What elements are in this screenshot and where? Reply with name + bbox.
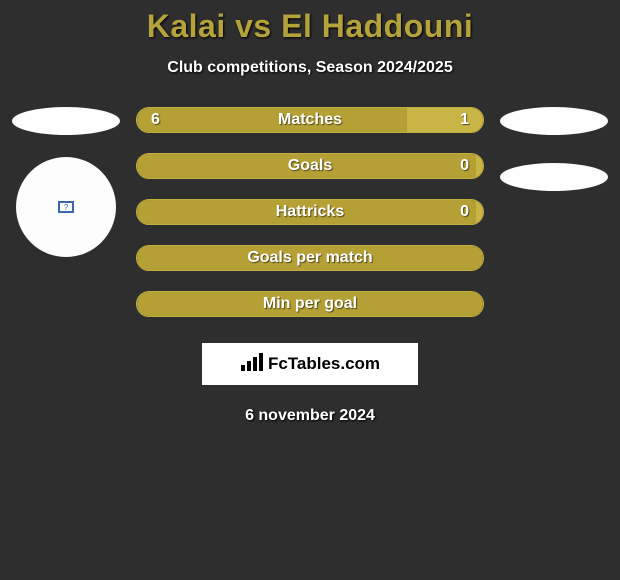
- stat-bar-hattricks: Hattricks 0: [136, 199, 484, 225]
- left-player-col: ?: [6, 107, 126, 257]
- bar-right-value: 0: [460, 154, 469, 178]
- bar-label: Min per goal: [137, 292, 483, 316]
- chart-icon: [240, 352, 264, 377]
- subtitle: Club competitions, Season 2024/2025: [0, 59, 620, 77]
- left-player-ellipse: [12, 107, 120, 135]
- logo-text: FcTables.com: [268, 354, 380, 374]
- stat-bar-goals: Goals 0: [136, 153, 484, 179]
- bar-label: Goals: [137, 154, 483, 178]
- stat-bar-matches: 6 Matches 1: [136, 107, 484, 133]
- bar-right-value: 1: [460, 108, 469, 132]
- stat-bar-gpm: Goals per match: [136, 245, 484, 271]
- stat-bar-mpg: Min per goal: [136, 291, 484, 317]
- right-player-ellipse-1: [500, 107, 608, 135]
- site-logo[interactable]: FcTables.com: [202, 343, 418, 385]
- right-player-col: [494, 107, 614, 191]
- widget-container: Kalai vs El Haddouni Club competitions, …: [0, 0, 620, 425]
- date-text: 6 november 2024: [0, 407, 620, 425]
- bar-right-value: 0: [460, 200, 469, 224]
- flag-placeholder-icon: ?: [58, 201, 74, 213]
- left-player-photo: ?: [16, 157, 116, 257]
- bar-label: Hattricks: [137, 200, 483, 224]
- stats-bars: 6 Matches 1 Goals 0 Hattricks 0: [126, 107, 494, 337]
- page-title: Kalai vs El Haddouni: [0, 8, 620, 45]
- content-row: ? 6 Matches 1 Goals 0 Ha: [0, 107, 620, 337]
- right-player-ellipse-2: [500, 163, 608, 191]
- bar-label: Matches: [137, 108, 483, 132]
- bar-label: Goals per match: [137, 246, 483, 270]
